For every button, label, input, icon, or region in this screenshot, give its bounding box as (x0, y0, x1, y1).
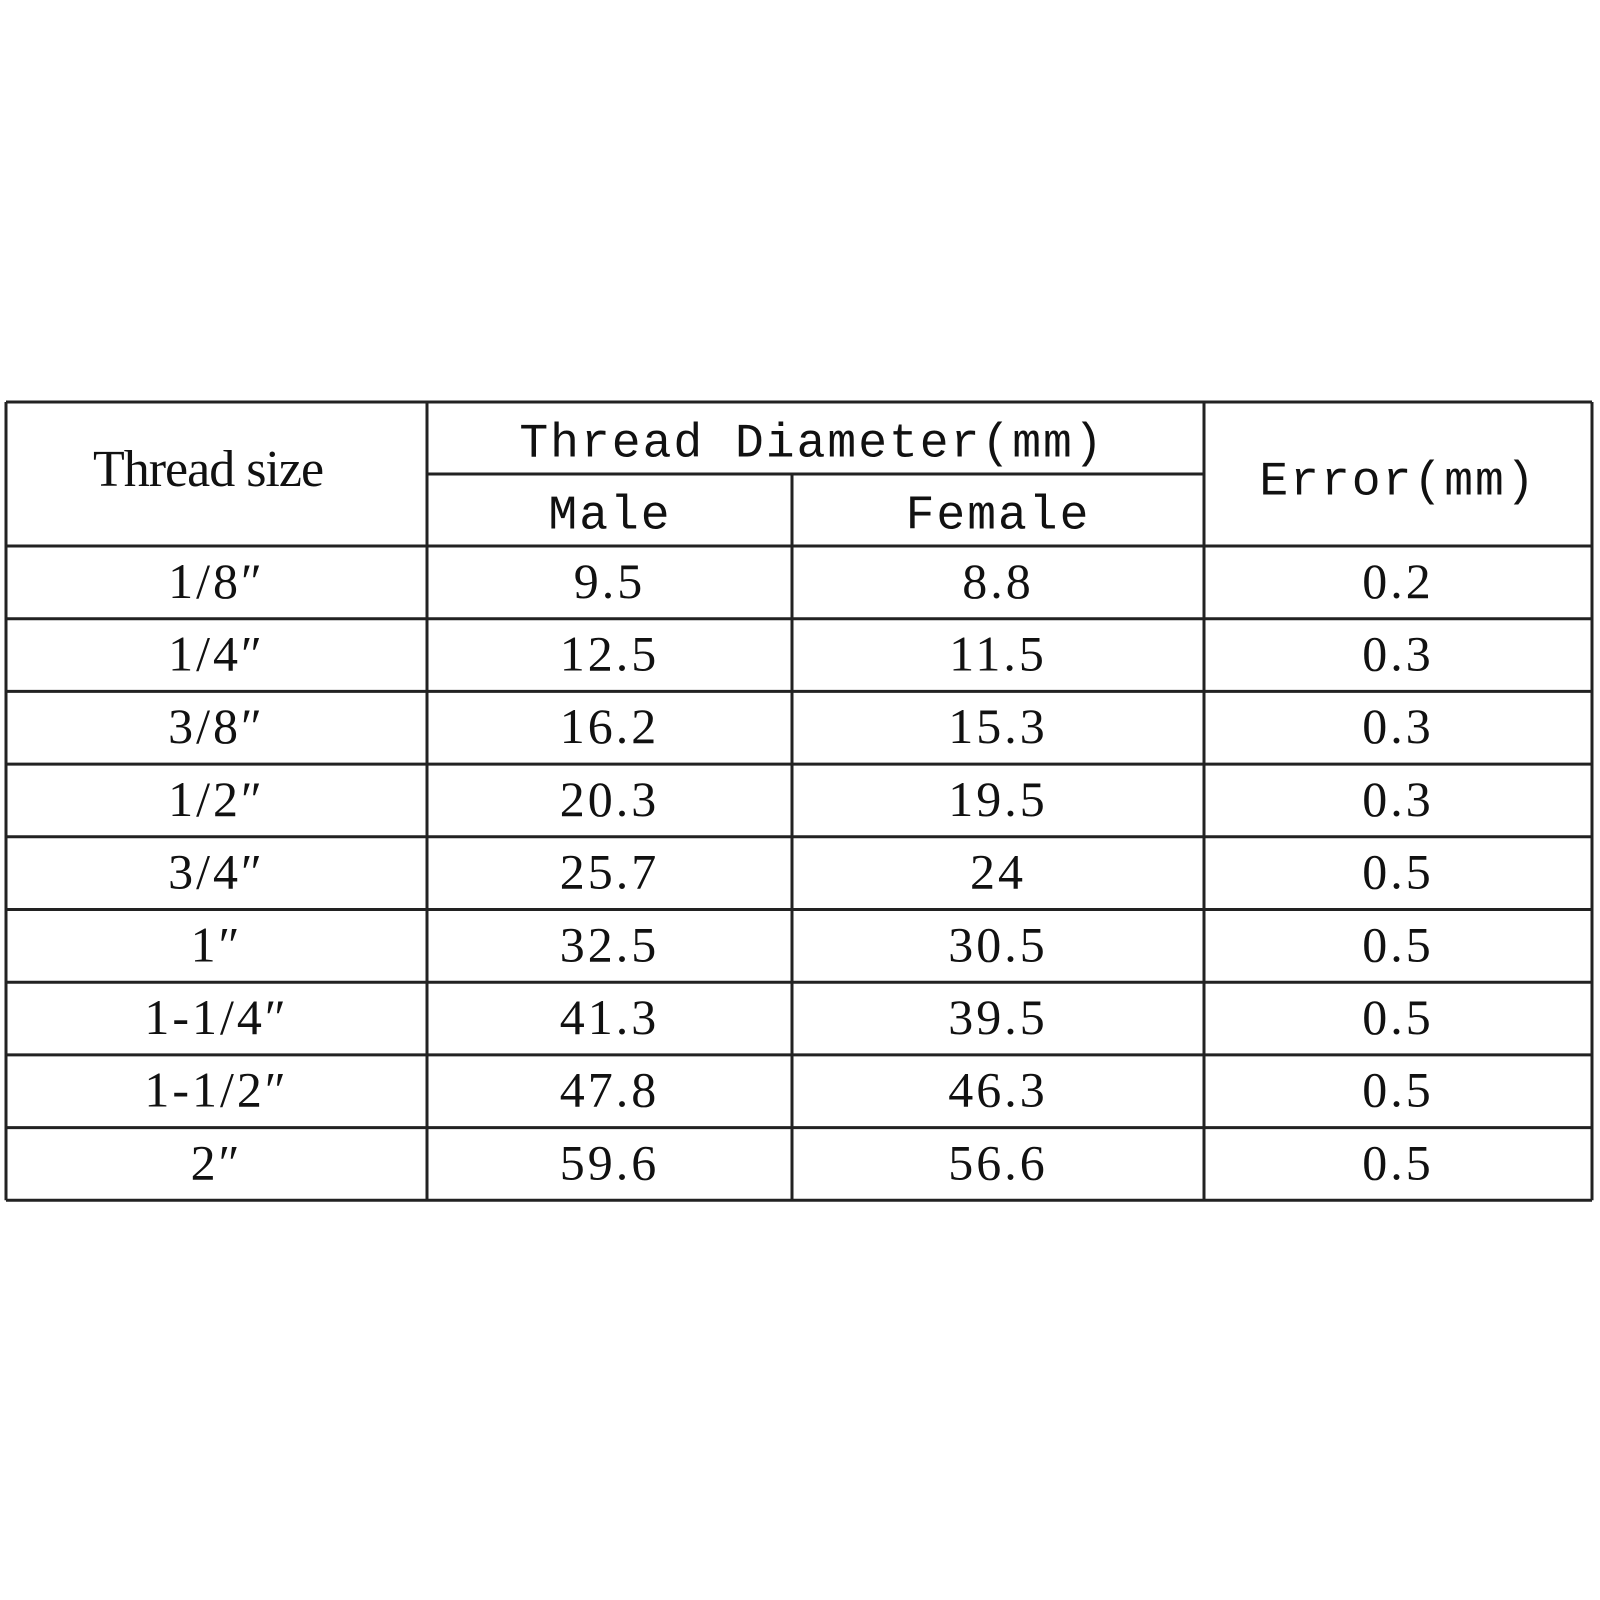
value-cell: 0.3 (1362, 698, 1434, 754)
value-cell: 15.3 (948, 698, 1048, 754)
value-cell: 9.5 (574, 553, 646, 609)
value-cell: 0.2 (1362, 553, 1434, 609)
header-error: Error(mm) (1259, 456, 1536, 510)
value-cell: 30.5 (948, 916, 1048, 972)
value-cell: 25.7 (560, 844, 660, 900)
value-cell: 11.5 (949, 626, 1047, 682)
value-cell: 56.6 (948, 1134, 1048, 1190)
thread-size-cell: 1/4″ (168, 626, 265, 682)
value-cell: 39.5 (948, 989, 1048, 1045)
value-cell: 32.5 (560, 916, 660, 972)
value-cell: 47.8 (560, 1062, 660, 1118)
header-diameter: Thread Diameter(mm) (519, 418, 1104, 472)
value-cell: 24 (970, 844, 1026, 900)
value-cell: 0.5 (1362, 1134, 1434, 1190)
value-cell: 0.5 (1362, 1062, 1434, 1118)
value-cell: 20.3 (560, 771, 660, 827)
value-cell: 16.2 (560, 698, 660, 754)
value-cell: 19.5 (948, 771, 1048, 827)
value-cell: 59.6 (560, 1134, 660, 1190)
thread-size-cell: 1-1/2″ (144, 1062, 288, 1118)
value-cell: 0.3 (1362, 626, 1434, 682)
value-cell: 0.5 (1362, 989, 1434, 1045)
thread-size-cell: 2″ (191, 1134, 243, 1190)
header-female: Female (906, 490, 1091, 544)
thread-size-cell: 3/4″ (168, 844, 265, 900)
value-cell: 46.3 (948, 1062, 1048, 1118)
value-cell: 0.5 (1362, 844, 1434, 900)
value-cell: 41.3 (560, 989, 660, 1045)
value-cell: 8.8 (962, 553, 1034, 609)
value-cell: 0.3 (1362, 771, 1434, 827)
thread-size-cell: 1″ (191, 916, 243, 972)
thread-size-cell: 1/2″ (168, 771, 265, 827)
thread-size-cell: 3/8″ (168, 698, 265, 754)
thread-size-cell: 1/8″ (168, 553, 265, 609)
value-cell: 0.5 (1362, 916, 1434, 972)
thread-size-cell: 1-1/4″ (144, 989, 288, 1045)
header-thread-size: Thread size (93, 441, 323, 498)
header-male: Male (548, 490, 671, 544)
value-cell: 12.5 (560, 626, 660, 682)
